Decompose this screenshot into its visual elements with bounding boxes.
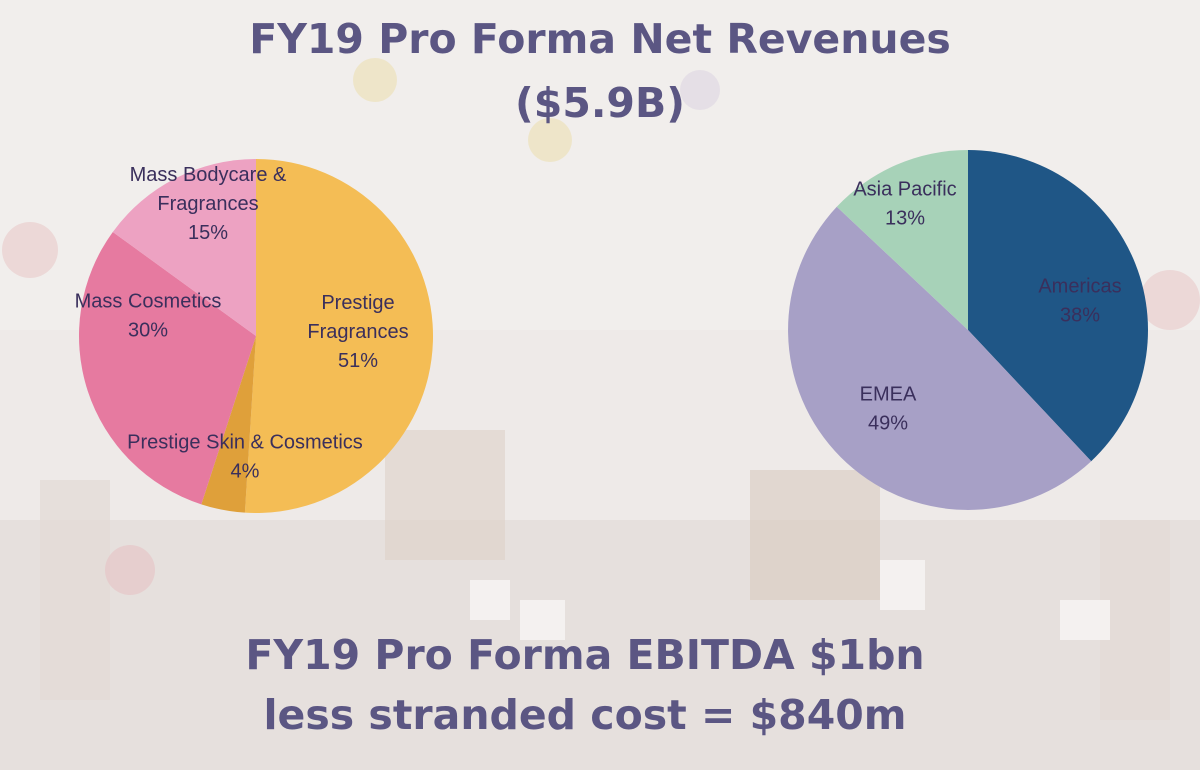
slice-value-label: 15% (188, 222, 228, 244)
pie-slice-mass-bodycare-and-fragrances (112, 158, 256, 336)
page-title-line-1: FY19 Pro Forma Net Revenues (249, 15, 951, 63)
page-title-line-2: ($5.9B) (515, 79, 685, 127)
slice-category-label: Mass Cosmetics (75, 291, 222, 313)
slice-label-prestige-fragrances: Prestige Fragrances 51% (307, 292, 408, 372)
pie-slice-prestige-fragrances (244, 159, 434, 513)
slice-value-label: 51% (338, 350, 378, 372)
slice-label-mass-cosmetics: Mass Cosmetics 30% (75, 291, 222, 342)
slice-value-label: 38% (1060, 305, 1100, 327)
slice-category-label: Asia Pacific (853, 179, 956, 201)
slice-category-label: Fragrances (157, 193, 258, 215)
slice-label-emea: EMEA 49% (860, 384, 917, 435)
slice-label-americas: Americas 38% (1038, 276, 1121, 327)
pie-slice-americas (968, 150, 1148, 462)
slice-value-label: 13% (885, 208, 925, 230)
slice-value-label: 49% (868, 413, 908, 435)
pie-slice-prestige-skin-and-cosmetics (201, 336, 256, 513)
slice-label-prestige-skin-and-cosmetics: Prestige Skin & Cosmetics 4% (127, 432, 363, 483)
pie-slice-emea (788, 206, 1092, 510)
segment-pie-chart: Prestige Fragrances 51% Prestige Skin & Cos… (75, 158, 434, 513)
slice-category-label: Fragrances (307, 321, 408, 343)
region-pie-chart: Americas 38% EMEA 49% Asia Pacific 13% (788, 150, 1148, 510)
ebitda-line-2: less stranded cost = $840m (263, 691, 907, 739)
slice-category-label: Prestige (321, 292, 394, 314)
slice-label-asia-pacific: Asia Pacific 13% (853, 179, 956, 230)
pie-slice-mass-cosmetics (78, 231, 256, 505)
slice-label-mass-bodycare-and-fragrances: Mass Bodycare & Fragrances 15% (130, 164, 287, 244)
slice-value-label: 30% (128, 320, 168, 342)
slice-category-label: Mass Bodycare & (130, 164, 287, 186)
slice-category-label: EMEA (860, 384, 917, 406)
slice-category-label: Prestige Skin & Cosmetics (127, 432, 363, 454)
slice-category-label: Americas (1038, 276, 1121, 298)
pie-slice-asia-pacific (836, 150, 968, 330)
ebitda-line-1: FY19 Pro Forma EBITDA $1bn (245, 631, 925, 679)
slice-value-label: 4% (231, 461, 260, 483)
